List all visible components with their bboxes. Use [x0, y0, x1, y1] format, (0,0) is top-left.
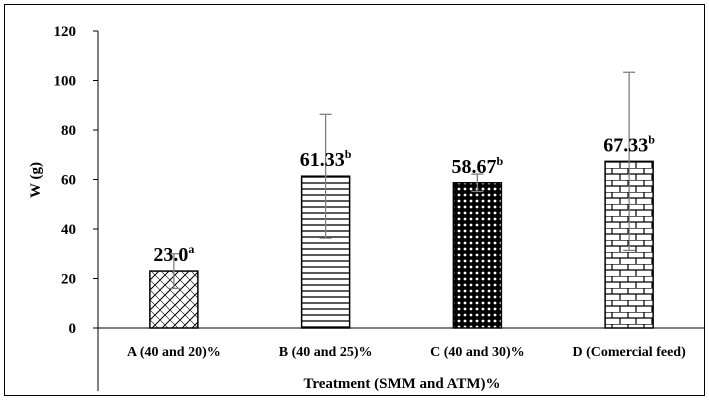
y-tick-label: 80 — [61, 123, 76, 139]
category-label: B (40 and 25)% — [279, 345, 373, 360]
data-label: 23.0a — [153, 242, 194, 266]
x-axis-title: Treatment (SMM and ATM)% — [303, 376, 500, 392]
bar — [452, 182, 503, 329]
data-labels: 23.0a 61.33b 58.67b 67.33b — [153, 132, 655, 266]
y-ticks: 0 20 40 60 80 100 120 — [54, 24, 98, 337]
y-tick-label: 120 — [54, 24, 77, 40]
y-tick-label: 40 — [61, 222, 76, 238]
axis-layer — [97, 31, 705, 391]
y-tick-label: 100 — [54, 74, 77, 90]
y-tick-label: 60 — [61, 173, 76, 189]
error-bars — [167, 71, 636, 290]
data-label: 67.33b — [603, 132, 655, 156]
category-labels: A (40 and 20)% B (40 and 25)% C (40 and 30… — [127, 345, 686, 360]
category-label: A (40 and 20)% — [127, 345, 221, 360]
bars — [149, 160, 654, 329]
data-label: 58.67b — [452, 154, 504, 178]
y-axis-title: W (g) — [28, 162, 44, 198]
y-tick-label: 0 — [69, 321, 77, 337]
category-label: D (Comercial feed) — [572, 345, 686, 360]
data-label: 61.33b — [300, 147, 352, 171]
category-label: C (40 and 30)% — [430, 345, 525, 360]
chart-frame — [4, 4, 705, 396]
y-tick-label: 20 — [61, 272, 76, 288]
